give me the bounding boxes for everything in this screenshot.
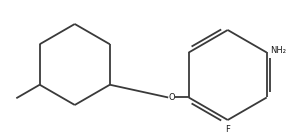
Text: O: O: [168, 93, 175, 102]
Text: F: F: [225, 125, 230, 134]
Text: NH₂: NH₂: [271, 47, 286, 55]
